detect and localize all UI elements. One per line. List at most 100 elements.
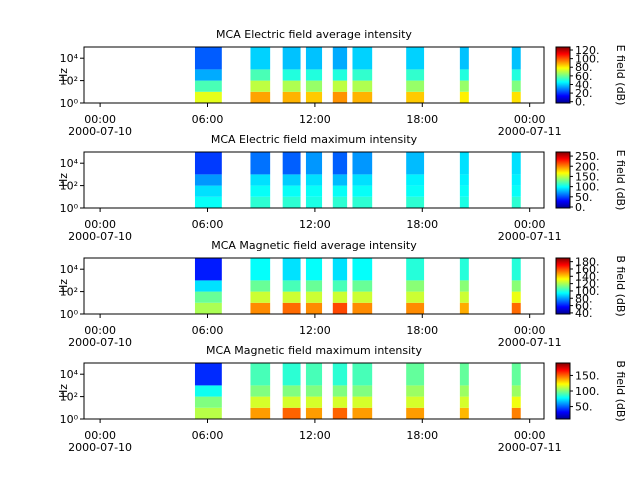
- colorbar-tick-label: 200.: [575, 160, 600, 173]
- x-tick-label: 18:00: [406, 218, 438, 231]
- spectrogram-cell: [459, 407, 469, 419]
- y-tick-label: 10⁰: [60, 97, 79, 110]
- spectrogram-cell: [194, 407, 222, 419]
- spectrogram-cell: [406, 302, 425, 314]
- spectrogram-cell: [406, 291, 425, 303]
- x-tick-label: 00:00 2000-07-10: [68, 218, 132, 243]
- spectrogram-cell: [459, 69, 469, 81]
- spectrogram-cell: [352, 80, 373, 92]
- x-tick-label: 18:00: [406, 113, 438, 126]
- spectrogram-cell: [194, 174, 222, 186]
- spectrogram-cell: [305, 291, 323, 303]
- spectrogram-cell: [305, 407, 323, 419]
- spectrogram-cell: [511, 185, 521, 197]
- x-tick-label: 00:00 2000-07-11: [498, 324, 562, 349]
- x-tick-label: 00:00 2000-07-10: [68, 429, 132, 454]
- spectrogram-cell: [511, 80, 521, 92]
- spectrogram-cell: [332, 174, 348, 186]
- y-tick-label: 10⁴: [60, 52, 79, 65]
- panel-title: MCA Magnetic field maximum intensity: [206, 344, 422, 357]
- y-tick-label: 10⁴: [60, 263, 79, 276]
- colorbar-tick-label: 150.: [575, 170, 600, 183]
- x-tick-label: 12:00: [299, 218, 331, 231]
- spectrogram-cell: [305, 396, 323, 408]
- spectrogram-cell: [305, 302, 323, 314]
- spectrogram-cell: [459, 396, 469, 408]
- spectrogram-cell: [250, 185, 271, 197]
- spectrogram-cell: [352, 47, 373, 70]
- colorbar-tick-label: 100.: [575, 385, 600, 398]
- colorbar-tick-label: 120.: [575, 44, 600, 57]
- x-tick-label: 06:00: [192, 113, 224, 126]
- spectrogram-cell: [332, 47, 348, 70]
- spectrogram-cell: [459, 291, 469, 303]
- x-tick-label: 06:00: [192, 429, 224, 442]
- spectrogram-cell: [305, 80, 323, 92]
- spectrogram-cell: [459, 47, 469, 70]
- spectrogram-cell: [511, 385, 521, 397]
- spectrogram-cell: [305, 47, 323, 70]
- spectrogram-cell: [282, 396, 301, 408]
- y-tick-label: 10⁰: [60, 308, 79, 321]
- spectrogram-cell: [406, 258, 425, 281]
- spectrogram-cell: [511, 280, 521, 292]
- x-tick-label: 06:00: [192, 218, 224, 231]
- spectrogram-cell: [352, 280, 373, 292]
- spectrogram-cell: [250, 152, 271, 175]
- spectrogram-cell: [459, 174, 469, 186]
- y-tick-label: 10²: [60, 391, 78, 404]
- spectrogram-cell: [332, 69, 348, 81]
- colorbar-tick-label: 60.: [575, 70, 593, 83]
- spectrogram-cell: [352, 291, 373, 303]
- spectrogram-cell: [332, 291, 348, 303]
- colorbar-label: E field (dB): [614, 45, 627, 106]
- axes-frame: [83, 257, 545, 315]
- spectrogram-cell: [194, 302, 222, 314]
- colorbar-tick-label: 40.: [575, 307, 593, 320]
- spectrogram-cell: [352, 302, 373, 314]
- spectrogram-cell: [250, 407, 271, 419]
- x-tick-label: 06:00: [192, 324, 224, 337]
- colorbar: [555, 362, 571, 420]
- colorbar-tick-label: 0.: [575, 201, 586, 214]
- colorbar-tick-label: 60.: [575, 300, 593, 313]
- spectrogram-cell: [511, 291, 521, 303]
- spectrogram-cell: [332, 363, 348, 386]
- spectrogram-cell: [511, 47, 521, 70]
- spectrogram-cell: [459, 302, 469, 314]
- spectrogram-cell: [511, 69, 521, 81]
- y-tick-label: 10⁰: [60, 413, 79, 426]
- spectrogram-cell: [406, 174, 425, 186]
- colorbar-label: B field (dB): [614, 255, 627, 316]
- x-tick-label: 12:00: [299, 429, 331, 442]
- spectrogram-cell: [194, 363, 222, 386]
- x-tick-label: 18:00: [406, 324, 438, 337]
- colorbar-tick-label: 100.: [575, 285, 600, 298]
- axes-frame: [83, 362, 545, 420]
- x-tick-label: 18:00: [406, 429, 438, 442]
- x-tick-label: 00:00 2000-07-11: [498, 429, 562, 454]
- spectrogram-cell: [511, 302, 521, 314]
- spectrogram-cell: [194, 152, 222, 175]
- spectrogram-cell: [406, 407, 425, 419]
- axes-frame: [83, 46, 545, 104]
- spectrogram-cell: [511, 363, 521, 386]
- panel-title: MCA Electric field maximum intensity: [211, 133, 418, 146]
- spectrogram-cell: [250, 174, 271, 186]
- spectrogram-cell: [332, 185, 348, 197]
- spectrogram-cell: [305, 363, 323, 386]
- spectrogram-cell: [282, 291, 301, 303]
- spectrogram-cell: [332, 407, 348, 419]
- spectrogram-cell: [459, 258, 469, 281]
- spectrogram-cell: [459, 363, 469, 386]
- spectrogram-cell: [352, 69, 373, 81]
- spectrogram-cell: [282, 196, 301, 208]
- spectrogram-cell: [406, 196, 425, 208]
- y-axis-label: Hz: [57, 68, 70, 82]
- spectrogram-cell: [459, 196, 469, 208]
- spectrogram-cell: [406, 363, 425, 386]
- spectrogram-cell: [305, 280, 323, 292]
- y-tick-label: 10²: [60, 75, 78, 88]
- colorbar-tick-label: 50.: [575, 191, 593, 204]
- spectrogram-cell: [194, 385, 222, 397]
